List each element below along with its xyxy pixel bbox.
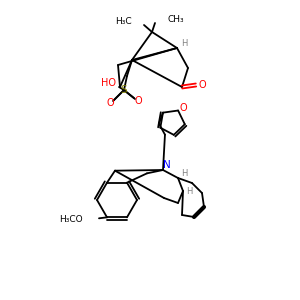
- Text: O: O: [134, 96, 142, 106]
- Text: H₃CO: H₃CO: [59, 215, 83, 224]
- Text: N: N: [163, 160, 171, 170]
- Text: HO: HO: [101, 78, 116, 88]
- Text: O: O: [179, 103, 187, 112]
- Text: H: H: [186, 187, 192, 196]
- Text: H: H: [181, 169, 187, 178]
- Text: H₃C: H₃C: [116, 16, 132, 26]
- Text: CH₃: CH₃: [168, 14, 184, 23]
- Text: O: O: [106, 98, 114, 108]
- Text: S: S: [121, 85, 127, 95]
- Text: H: H: [181, 38, 187, 47]
- Text: O: O: [198, 80, 206, 90]
